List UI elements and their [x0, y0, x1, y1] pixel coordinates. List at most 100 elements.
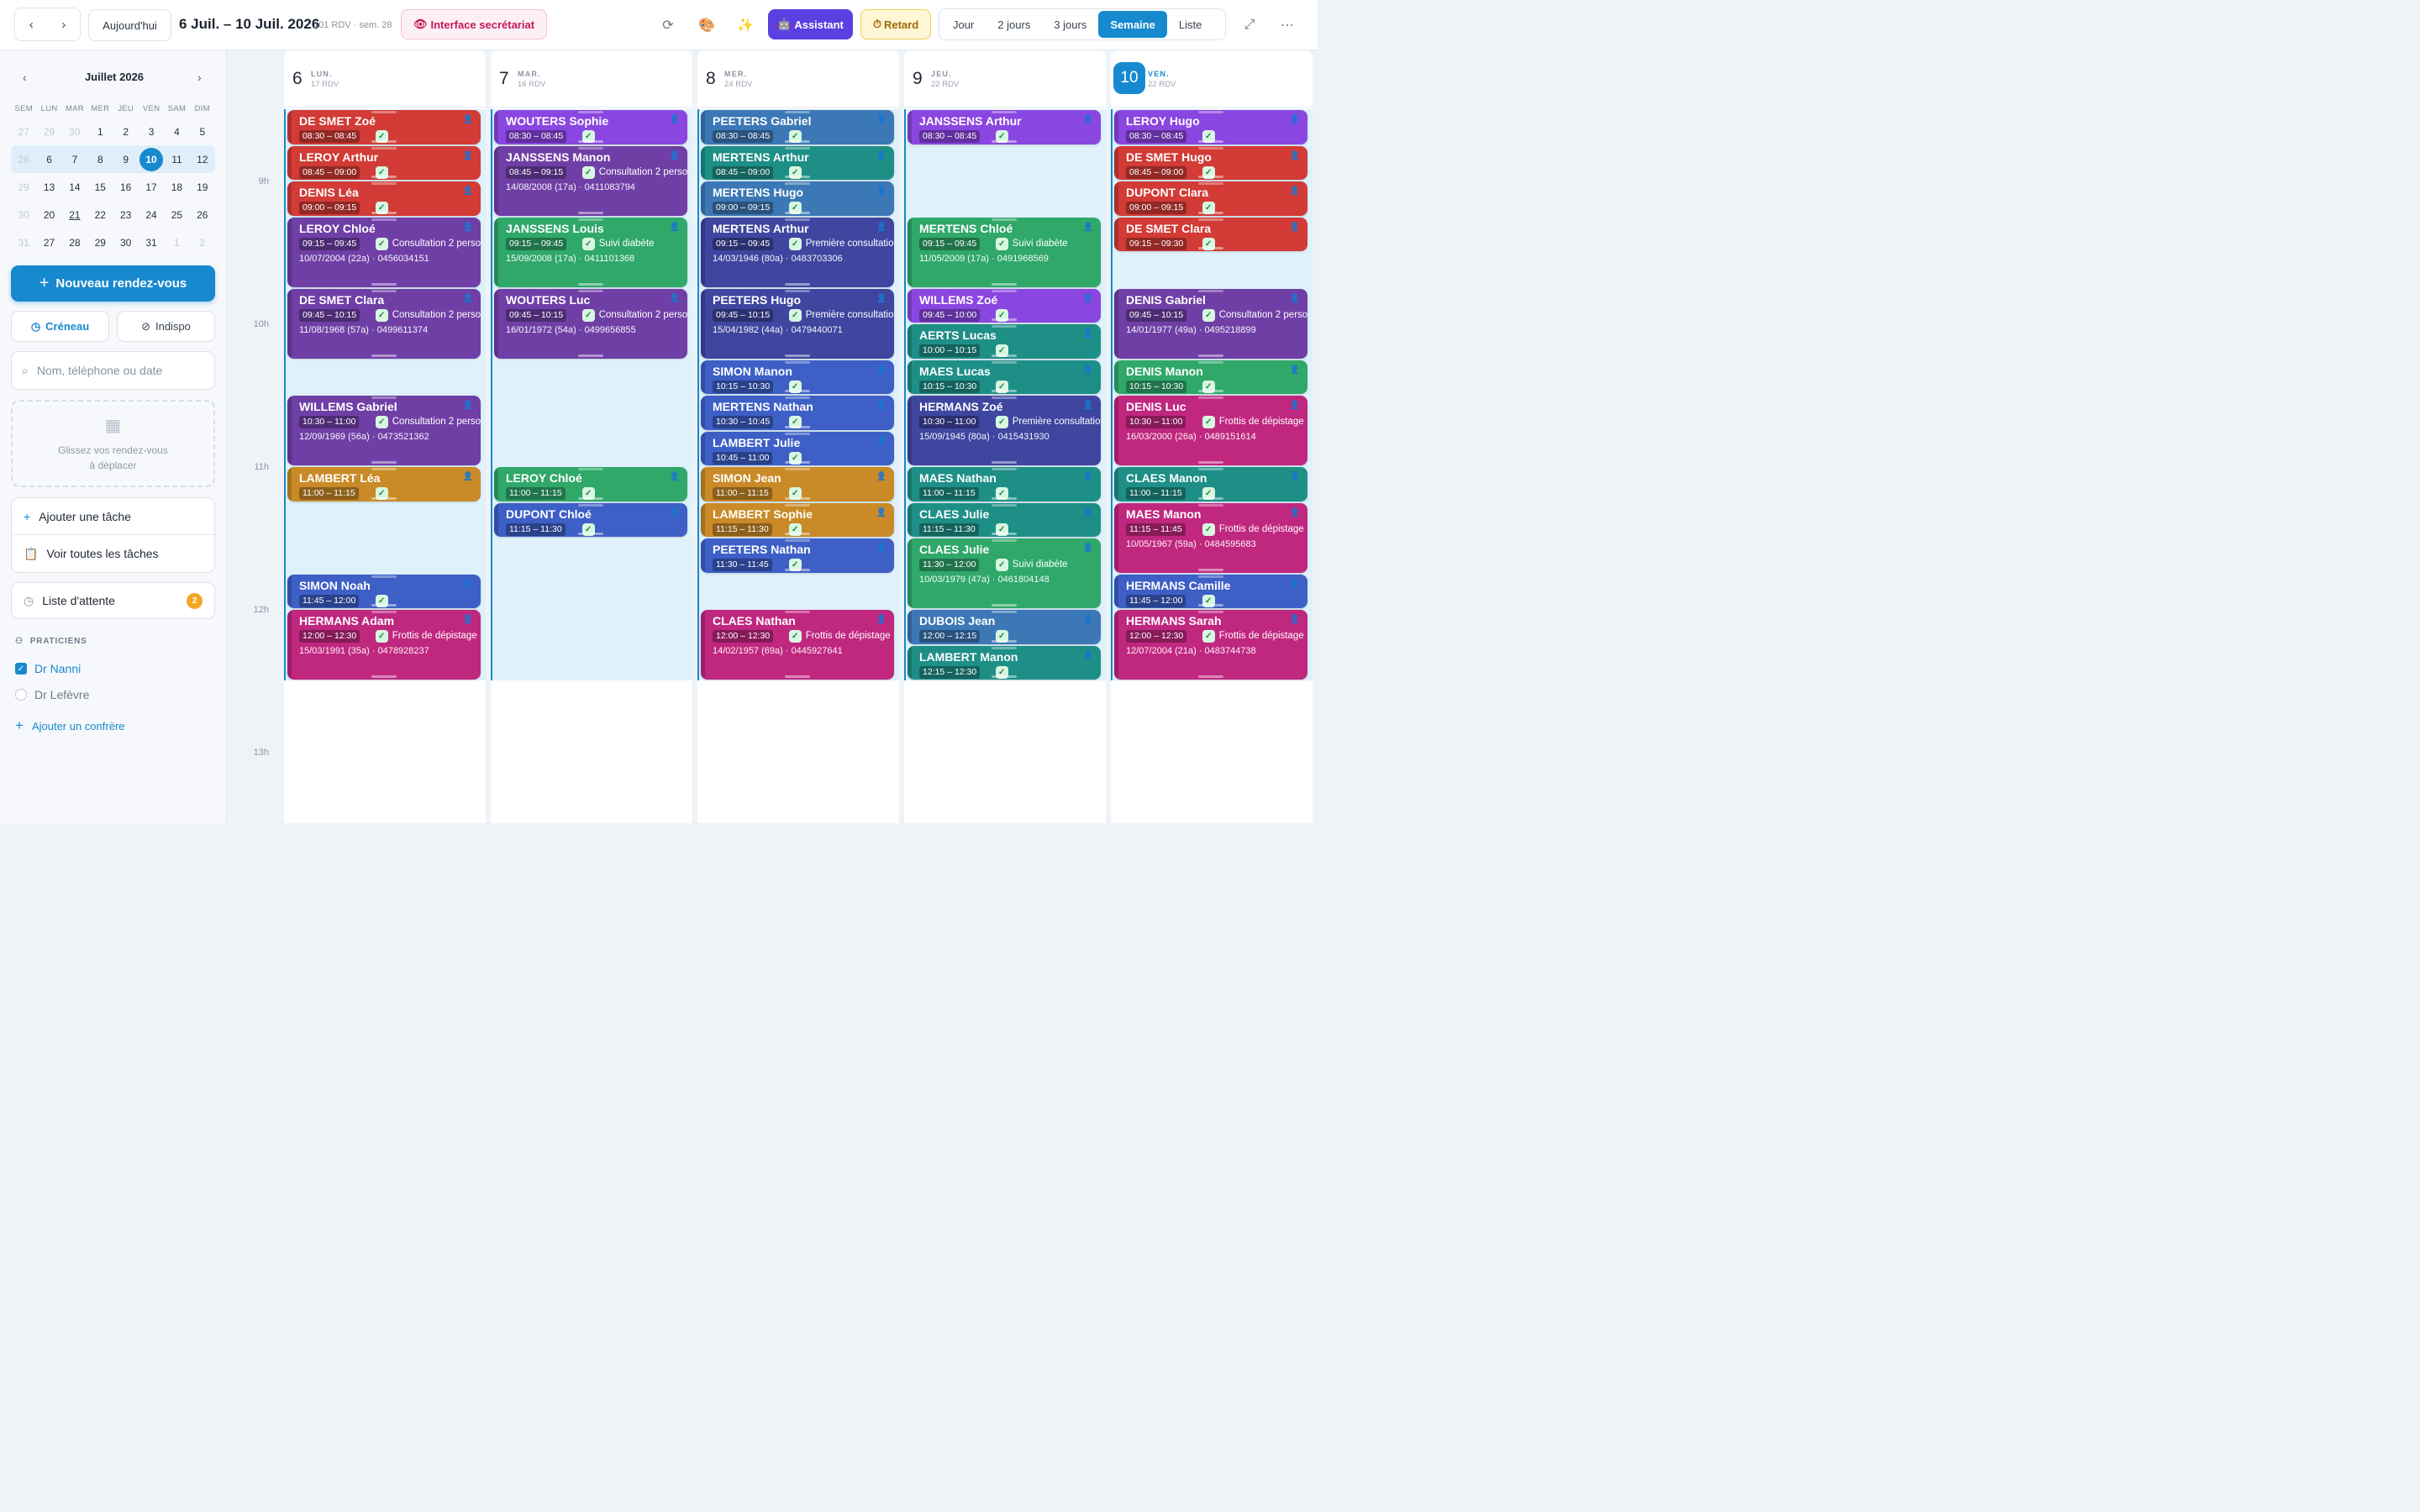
appointment-card[interactable]: WILLEMS Gabriel 👤 10:30 – 11:00 ✓ Consultati… [287, 396, 481, 465]
appointment-card[interactable]: DUPONT Chloé 👤 11:15 – 11:30 ✓ [494, 502, 687, 537]
mini-day[interactable]: 21 [69, 208, 81, 221]
view-tab-list[interactable]: Liste [1178, 18, 1202, 31]
appointment-card[interactable]: DE SMET Clara 👤 09:15 – 09:30 ✓ [1114, 217, 1307, 251]
appointment-card[interactable]: LAMBERT Léa 👤 11:00 – 11:15 ✓ [287, 467, 481, 501]
mini-day[interactable]: 30 [69, 125, 81, 138]
delay-button[interactable]: ⏱ Retard [860, 9, 931, 39]
appointment-card[interactable]: MAES Lucas 👤 10:15 – 10:30 ✓ [908, 360, 1101, 394]
drag-drop-zone[interactable]: ▦ Glissez vos rendez-vous à déplacer [11, 400, 215, 487]
appointment-card[interactable]: CLAES Nathan 👤 12:00 – 12:30 ✓ Frottis de dé… [701, 610, 894, 680]
view-tab-2days[interactable]: 2 jours [997, 18, 1031, 31]
mini-day[interactable]: 27 [43, 236, 55, 249]
appointment-card[interactable]: LEROY Arthur 👤 08:45 – 09:00 ✓ [287, 145, 481, 180]
mini-day[interactable]: 4 [174, 125, 180, 138]
appointment-card[interactable]: LEROY Chloé 👤 11:00 – 11:15 ✓ [494, 467, 687, 501]
mini-day[interactable]: 1 [97, 125, 103, 138]
mini-day[interactable]: 6 [46, 153, 52, 165]
appointment-card[interactable]: WILLEMS Zoé 👤 09:45 – 10:00 ✓ [908, 288, 1101, 323]
mini-day[interactable]: 26 [197, 208, 208, 221]
appointment-card[interactable]: PEETERS Gabriel 👤 08:30 – 08:45 ✓ [701, 110, 894, 144]
appointment-card[interactable]: MERTENS Nathan 👤 10:30 – 10:45 ✓ [701, 396, 894, 430]
mini-day[interactable]: 19 [197, 181, 208, 193]
appointment-card[interactable]: AERTS Lucas 👤 10:00 – 10:15 ✓ [908, 324, 1101, 359]
mini-next-month-button[interactable]: › [197, 71, 202, 84]
appointment-card[interactable]: SIMON Manon 👤 10:15 – 10:30 ✓ [701, 360, 894, 394]
mini-day[interactable]: 14 [69, 181, 81, 193]
appointment-card[interactable]: DUPONT Clara 👤 09:00 – 09:15 ✓ [1114, 181, 1307, 216]
mini-day[interactable]: 7 [71, 153, 78, 165]
appointment-card[interactable]: HERMANS Zoé 👤 10:30 – 11:00 ✓ Première consu… [908, 396, 1101, 465]
appointment-card[interactable]: DENIS Luc 👤 10:30 – 11:00 ✓ Frottis de dépis… [1114, 396, 1307, 465]
appointment-card[interactable]: JANSSENS Louis 👤 09:15 – 09:45 ✓ Suivi diabè… [494, 217, 687, 287]
mini-day[interactable]: 31 [145, 236, 157, 249]
appointment-card[interactable]: MAES Nathan 👤 11:00 – 11:15 ✓ [908, 467, 1101, 501]
appointment-card[interactable]: LAMBERT Manon 👤 12:15 – 12:30 ✓ [908, 645, 1101, 680]
expand-icon[interactable]: ⤢ [1244, 18, 1255, 32]
mini-day[interactable]: 18 [171, 181, 183, 193]
new-appointment-button[interactable]: + Nouveau rendez-vous [11, 265, 215, 302]
mini-day[interactable]: 15 [94, 181, 106, 193]
appointment-card[interactable]: PEETERS Hugo 👤 09:45 – 10:15 ✓ Première cons… [701, 288, 894, 359]
mini-day[interactable]: 16 [120, 181, 132, 193]
day-column[interactable]: 10 VEN. 22 RDV LEROY Hugo 👤 08:30 – 08:45 ✓ DE … [1111, 50, 1313, 823]
prev-week-button[interactable]: ‹ [29, 17, 34, 32]
appointment-card[interactable]: LAMBERT Julie 👤 10:45 – 11:00 ✓ [701, 431, 894, 465]
mini-day[interactable]: 30 [120, 236, 132, 249]
mini-day[interactable]: 12 [197, 153, 208, 165]
mini-day[interactable]: 9 [123, 153, 129, 165]
appointment-card[interactable]: DENIS Manon 👤 10:15 – 10:30 ✓ [1114, 360, 1307, 394]
appointment-card[interactable]: HERMANS Camille 👤 11:45 – 12:00 ✓ [1114, 574, 1307, 608]
mini-day[interactable]: 24 [145, 208, 157, 221]
appointment-card[interactable]: JANSSENS Arthur 👤 08:30 – 08:45 ✓ [908, 110, 1101, 144]
mini-day[interactable]: 5 [199, 125, 206, 138]
mini-day[interactable]: 2 [123, 125, 129, 138]
appointment-card[interactable]: WOUTERS Sophie 👤 08:30 – 08:45 ✓ [494, 110, 687, 144]
mini-prev-month-button[interactable]: ‹ [23, 71, 27, 84]
mini-day[interactable]: 13 [43, 181, 55, 193]
today-button[interactable]: Aujourd'hui [88, 9, 171, 41]
practitioner-item[interactable]: ✓ Dr Nanni [15, 662, 81, 675]
sparkle-icon[interactable]: ✨ [737, 18, 754, 33]
all-tasks-button[interactable]: 📋 Voir toutes les tâches [12, 535, 214, 572]
mini-day[interactable]: 1 [174, 236, 180, 249]
refresh-icon[interactable]: ⟳ [662, 18, 674, 33]
appointment-card[interactable]: MERTENS Hugo 👤 09:00 – 09:15 ✓ [701, 181, 894, 216]
mini-day[interactable]: 17 [145, 181, 157, 193]
appointment-card[interactable]: CLAES Manon 👤 11:00 – 11:15 ✓ [1114, 467, 1307, 501]
assistant-button[interactable]: 🤖 Assistant [768, 9, 853, 39]
appointment-card[interactable]: MERTENS Arthur 👤 09:15 – 09:45 ✓ Première co… [701, 217, 894, 287]
add-task-button[interactable]: + Ajouter une tâche [12, 498, 214, 535]
view-tab-day[interactable]: Jour [953, 18, 975, 31]
day-column[interactable]: 7 MAR. 16 RDV WOUTERS Sophie 👤 08:30 – 08:45 ✓… [491, 50, 692, 823]
mini-day[interactable]: 10 [139, 147, 164, 171]
appointment-card[interactable]: SIMON Jean 👤 11:00 – 11:15 ✓ [701, 467, 894, 501]
appointment-card[interactable]: JANSSENS Manon 👤 08:45 – 09:15 ✓ Consultatio… [494, 145, 687, 216]
next-week-button[interactable]: › [61, 17, 66, 32]
appointment-card[interactable]: CLAES Julie 👤 11:15 – 11:30 ✓ [908, 502, 1101, 537]
checkbox-unchecked-icon[interactable] [15, 689, 27, 701]
day-column[interactable]: 6 LUN. 17 RDV DE SMET Zoé 👤 08:30 – 08:45 ✓ LER… [284, 50, 486, 823]
appointment-card[interactable]: MAES Manon 👤 11:15 – 11:45 ✓ Frottis de dépi… [1114, 502, 1307, 573]
unavailable-button[interactable]: ⊘ Indispo [117, 311, 215, 342]
mini-day[interactable]: 2 [199, 236, 206, 249]
appointment-card[interactable]: DENIS Gabriel 👤 09:45 – 10:15 ✓ Consultation… [1114, 288, 1307, 359]
mini-day[interactable]: 20 [43, 208, 55, 221]
waiting-list-button[interactable]: ◷ Liste d'attente 2 [11, 582, 215, 619]
day-column[interactable]: 8 MER. 24 RDV PEETERS Gabriel 👤 08:30 – 08:45… [697, 50, 899, 823]
secretary-interface-button[interactable]: 👁 Interface secrétariat [401, 9, 547, 39]
appointment-card[interactable]: DE SMET Zoé 👤 08:30 – 08:45 ✓ [287, 110, 481, 144]
mini-day[interactable]: 25 [171, 208, 183, 221]
day-header[interactable]: 10 VEN. 22 RDV [1111, 50, 1313, 108]
more-icon[interactable]: ⋯ [1281, 18, 1294, 33]
palette-icon[interactable]: 🎨 [698, 18, 715, 33]
mini-day[interactable]: 22 [94, 208, 106, 221]
mini-day[interactable]: 23 [120, 208, 132, 221]
appointment-card[interactable]: LAMBERT Sophie 👤 11:15 – 11:30 ✓ [701, 502, 894, 537]
mini-day[interactable]: 29 [43, 125, 55, 138]
appointment-card[interactable]: HERMANS Sarah 👤 12:00 – 12:30 ✓ Frottis de d… [1114, 610, 1307, 680]
mini-day[interactable]: 11 [171, 153, 182, 165]
appointment-card[interactable]: WOUTERS Luc 👤 09:45 – 10:15 ✓ Consultation 2… [494, 288, 687, 359]
mini-day[interactable]: 28 [69, 236, 81, 249]
appointment-card[interactable]: HERMANS Adam 👤 12:00 – 12:30 ✓ Frottis de dé… [287, 610, 481, 680]
appointment-card[interactable]: LEROY Hugo 👤 08:30 – 08:45 ✓ [1114, 110, 1307, 144]
